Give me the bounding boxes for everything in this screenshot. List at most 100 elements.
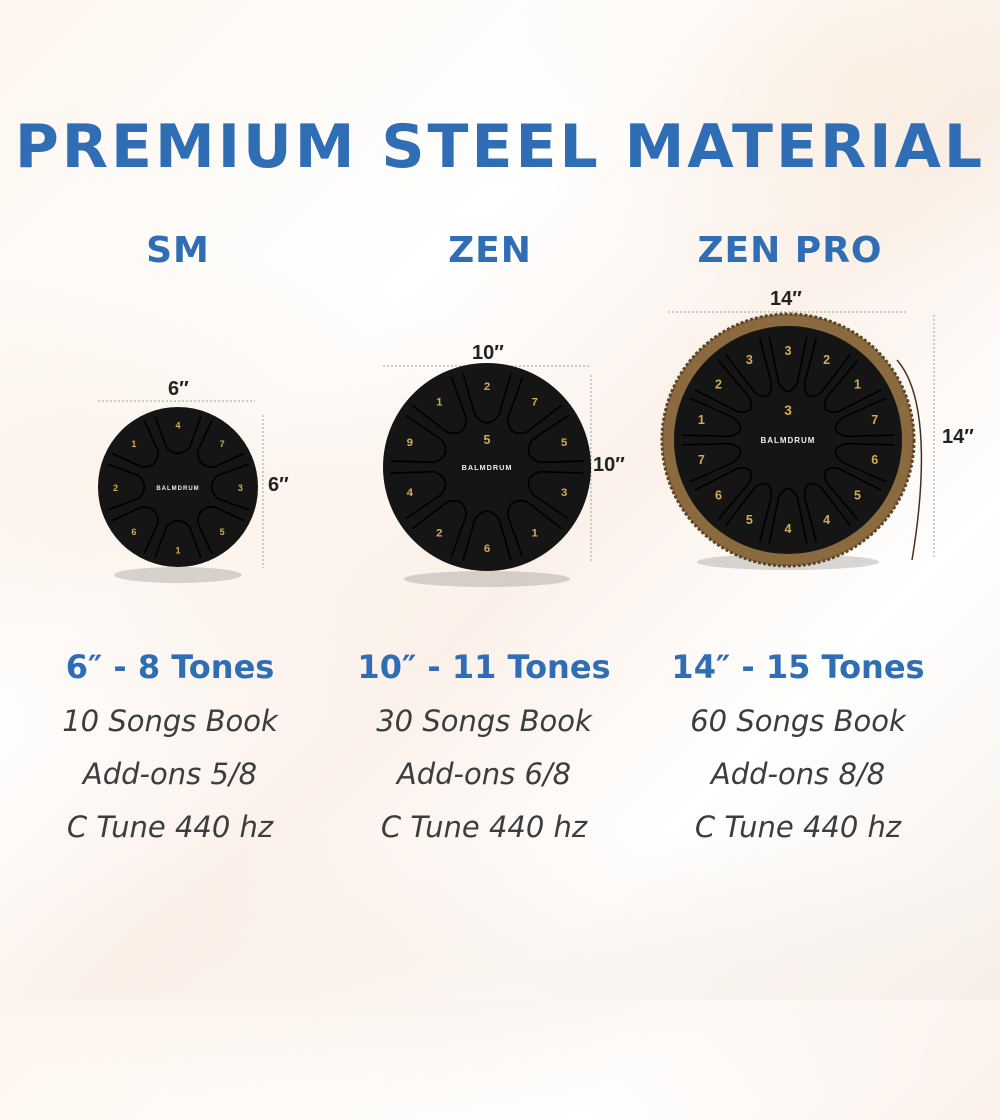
tongue-outline <box>507 376 563 435</box>
tone-number: 1 <box>175 545 180 555</box>
drum-body <box>674 326 902 554</box>
zen-width-label: 10″ <box>472 342 504 364</box>
spec-tune: C Tune 440 hz <box>694 810 902 844</box>
tongue-outline <box>527 414 584 464</box>
tongue-outline <box>694 359 752 413</box>
sm-height-label: 6″ <box>268 474 289 496</box>
drum-shadow <box>403 571 571 587</box>
tone-number: 5 <box>561 437 568 449</box>
tone-number: 3 <box>561 487 567 499</box>
tongue-outline <box>111 420 160 469</box>
tone-number: 1 <box>436 396 443 408</box>
spec-addons: Add-ons 5/8 <box>82 757 258 791</box>
tongue-outline <box>527 470 584 520</box>
drum-body <box>98 407 258 567</box>
tongue-outline <box>462 373 512 424</box>
spec-songs: 10 Songs Book <box>62 704 278 738</box>
tone-number: 2 <box>715 378 722 392</box>
tone-number: 1 <box>854 378 861 392</box>
tongue-outline <box>682 397 742 438</box>
tongue-outline <box>803 482 851 543</box>
tone-number: 4 <box>785 522 792 536</box>
tone-number: 2 <box>113 483 118 493</box>
tongue-outline <box>390 414 447 464</box>
tone-number: 1 <box>531 528 538 540</box>
tone-number: 1 <box>698 413 705 427</box>
tongue-outline <box>694 467 752 521</box>
tongue-outline <box>462 510 512 561</box>
tone-number: 5 <box>746 513 753 527</box>
tongue-outline <box>210 463 250 511</box>
tongue-outline <box>411 499 467 558</box>
tongue-outline <box>154 415 202 455</box>
tongue-outline <box>803 337 851 398</box>
page-title: PREMIUM STEEL MATERIAL <box>14 112 986 182</box>
tongue-outline <box>768 335 808 393</box>
drum-sm: 4 7 3 5 1 6 2 1 BALMDRUM <box>98 407 258 583</box>
zen-pro-height-label: 14″ <box>942 426 974 448</box>
tone-number: 7 <box>698 453 705 467</box>
tone-number: 3 <box>785 344 792 358</box>
spec-addons: Add-ons 8/8 <box>710 757 886 791</box>
sm-width-label: 6″ <box>168 378 189 400</box>
tongue-outline <box>824 359 882 413</box>
tongue-outline <box>824 467 882 521</box>
brand-logo: BALMDRUM <box>761 436 816 445</box>
zen-height-label: 10″ <box>593 454 625 476</box>
spec-headline: 6″ - 8 Tones <box>65 648 275 686</box>
tone-number: 9 <box>407 437 413 449</box>
tone-number: 6 <box>715 488 722 502</box>
drum-body <box>383 363 591 571</box>
tone-number: 3 <box>238 483 243 493</box>
zen-pro-width-label: 14″ <box>770 288 802 310</box>
tongue-outline <box>196 420 245 469</box>
center-tone-number: 5 <box>484 433 491 447</box>
tone-number: 6 <box>871 453 878 467</box>
tone-number: 4 <box>407 487 414 499</box>
tone-number: 2 <box>484 381 490 393</box>
center-tone-number: 3 <box>784 403 792 418</box>
spec-column-zen-pro: 14″ - 15 Tones 60 Songs Book Add-ons 8/8… <box>638 648 958 863</box>
tone-number: 2 <box>823 353 830 367</box>
tongue-outline <box>834 442 894 483</box>
tongue-outline <box>106 463 146 511</box>
tongue-outline <box>111 505 160 554</box>
brand-logo: BALMDRUM <box>156 486 199 492</box>
tone-number: 3 <box>746 353 753 367</box>
spec-songs: 60 Songs Book <box>690 704 906 738</box>
tone-number: 4 <box>175 421 180 431</box>
tongue-outline <box>725 337 773 398</box>
spec-songs: 30 Songs Book <box>376 704 592 738</box>
tone-number: 2 <box>436 528 442 540</box>
spec-tune: C Tune 440 hz <box>66 810 274 844</box>
tongue-outline <box>196 505 245 554</box>
tongue-outline <box>725 482 773 543</box>
tongue-outline <box>834 397 894 438</box>
tongue-outline <box>154 519 202 559</box>
drum-zen-pro: 3 2 1 7 6 5 4 4 5 6 7 1 2 3 3 BALMDRUM <box>660 312 923 570</box>
tone-number: 4 <box>823 513 830 527</box>
tongue-outline <box>768 487 808 545</box>
spec-headline: 10″ - 11 Tones <box>357 648 611 686</box>
tone-number: 5 <box>220 527 225 537</box>
drum-shadow <box>114 567 242 583</box>
model-sm: SM <box>146 230 210 271</box>
tone-number: 1 <box>131 439 136 449</box>
spec-tune: C Tune 440 hz <box>380 810 588 844</box>
spec-column-zen: 10″ - 11 Tones 30 Songs Book Add-ons 6/8… <box>324 648 644 863</box>
tone-number: 7 <box>531 396 537 408</box>
tone-number: 6 <box>484 543 490 555</box>
spec-addons: Add-ons 6/8 <box>396 757 572 791</box>
brand-logo: BALMDRUM <box>462 463 513 472</box>
model-zen-pro: ZEN PRO <box>697 230 883 271</box>
tongue-outline <box>411 376 467 435</box>
spec-headline: 14″ - 15 Tones <box>671 648 925 686</box>
drum-zen: 2 7 5 3 1 6 2 4 9 1 5 BALMDRUM <box>383 363 591 587</box>
tongue-outline <box>682 442 742 483</box>
drum-illustrations: 4 7 3 5 1 6 2 1 BALMDRUM 2 7 5 3 1 6 2 4 9 1 5 BALMDRUM 3 2 1 7 6… <box>98 311 935 587</box>
tone-number: 6 <box>131 527 136 537</box>
model-zen: ZEN <box>448 230 532 271</box>
tone-number: 5 <box>854 488 861 502</box>
tone-number: 7 <box>220 439 225 449</box>
tongue-outline <box>390 470 447 520</box>
